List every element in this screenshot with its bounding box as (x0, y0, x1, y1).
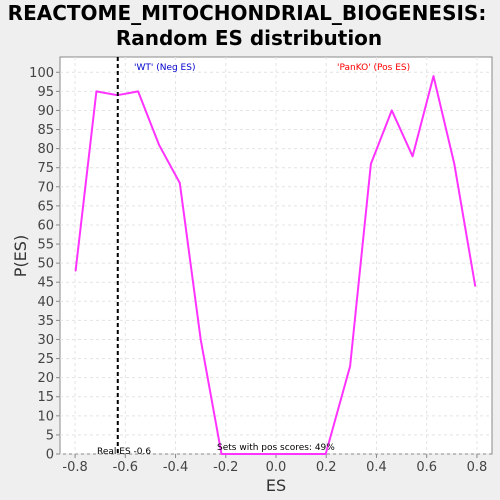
y-tick-label: 60 (37, 218, 54, 233)
x-tick-label: 0.2 (316, 460, 337, 475)
neg-es-label: 'WT' (Neg ES) (134, 63, 195, 73)
data-point (370, 163, 372, 165)
y-tick-label: 15 (37, 390, 54, 405)
x-tick-label: -0.6 (113, 460, 138, 475)
data-point (262, 453, 264, 455)
y-tick-label: 20 (37, 371, 54, 386)
pos-scores-label: Sets with pos scores: 49% (217, 443, 335, 453)
y-tick-label: 0 (46, 448, 54, 463)
data-point (453, 163, 456, 165)
x-tick-label: 0.8 (467, 460, 488, 475)
chart-subtitle: Random ES distribution (116, 26, 382, 50)
data-point (474, 285, 476, 287)
chart-title: REACTOME_MITOCHONDRIAL_BIOGENESIS: (8, 1, 487, 25)
y-tick-label: 95 (37, 85, 54, 100)
y-tick-label: 85 (37, 123, 54, 138)
y-axis-label: P(ES) (11, 235, 30, 277)
data-point (390, 109, 393, 112)
y-tick-label: 5 (46, 428, 54, 443)
x-tick-label: -0.2 (213, 460, 238, 475)
x-tick-label: -0.8 (62, 460, 87, 475)
data-point (220, 453, 223, 455)
data-point (241, 453, 244, 455)
y-tick-label: 35 (37, 314, 54, 329)
y-tick-label: 25 (37, 352, 54, 367)
y-tick-label: 45 (37, 276, 54, 291)
data-point (324, 453, 327, 455)
y-tick-label: 90 (37, 104, 54, 119)
y-tick-label: 55 (37, 238, 54, 253)
data-point (199, 338, 202, 341)
data-point (158, 143, 160, 146)
y-tick-label: 75 (37, 161, 54, 176)
data-point (95, 90, 98, 93)
x-axis-label: ES (266, 476, 286, 495)
y-tick-label: 10 (37, 409, 54, 424)
data-point (283, 453, 285, 455)
x-tick-label: -0.4 (163, 460, 188, 475)
y-tick-label: 30 (37, 333, 54, 348)
data-point (304, 453, 306, 455)
x-tick-label: 0.0 (266, 460, 287, 475)
y-tick-label: 80 (37, 142, 54, 157)
grid-lines (60, 57, 492, 455)
data-point (349, 365, 351, 368)
y-axis-ticks: 0 5 10 15 20 25 30 35 40 45 50 55 60 65 70 75 80 85 90 95 10… (29, 66, 60, 463)
x-tick-label: 0.4 (366, 460, 387, 475)
data-point (411, 155, 414, 158)
x-axis-ticks: -0.8 -0.6 -0.4 -0.2 0.0 0.2 0.4 0.6 0.8 (62, 454, 487, 475)
x-tick-label: 0.6 (416, 460, 437, 475)
pos-es-label: 'PanKO' (Pos ES) (337, 63, 410, 73)
y-tick-label: 50 (37, 257, 54, 272)
y-tick-label: 40 (37, 295, 54, 310)
y-tick-label: 70 (37, 180, 54, 195)
data-point (137, 90, 139, 93)
data-point (179, 182, 181, 184)
y-tick-label: 100 (29, 66, 54, 81)
series-line (74, 75, 477, 455)
y-tick-label: 65 (37, 199, 54, 214)
data-point (74, 269, 77, 272)
data-point (432, 75, 435, 77)
real-es-label: Real ES -0.6 (97, 447, 151, 457)
